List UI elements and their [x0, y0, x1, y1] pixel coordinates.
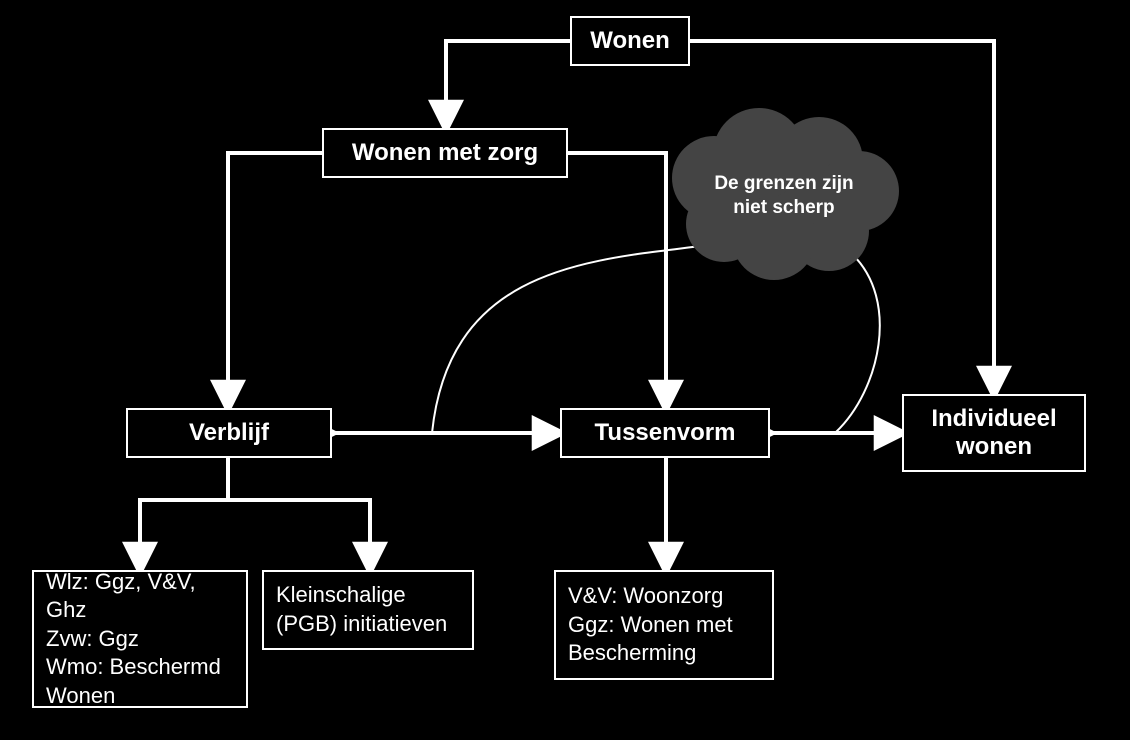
node-label: Wonen met zorg	[352, 139, 538, 167]
node-leaf-wlz-zvw-wmo: Wlz: Ggz, V&V, Ghz Zvw: Ggz Wmo: Bescher…	[32, 570, 248, 708]
node-label: Tussenvorm	[595, 419, 736, 447]
node-label: Kleinschalige (PGB) initiatieven	[276, 581, 447, 638]
node-leaf-woonzorg: V&V: Woonzorg Ggz: Wonen met Bescherming	[554, 570, 774, 680]
diagram-canvas: Wonen Wonen met zorg Verblijf Tussenvorm…	[0, 0, 1130, 740]
node-tussenvorm: Tussenvorm	[560, 408, 770, 458]
node-leaf-kleinschalige: Kleinschalige (PGB) initiatieven	[262, 570, 474, 650]
node-label: V&V: Woonzorg Ggz: Wonen met Bescherming	[568, 582, 733, 668]
node-individueel-wonen: Individueel wonen	[902, 394, 1086, 472]
cloud-note: De grenzen zijn niet scherp	[674, 131, 894, 261]
node-label: Individueel wonen	[931, 405, 1056, 461]
node-verblijf: Verblijf	[126, 408, 332, 458]
node-label: Verblijf	[189, 419, 269, 447]
cloud-label: De grenzen zijn niet scherp	[714, 172, 853, 220]
node-label: Wlz: Ggz, V&V, Ghz Zvw: Ggz Wmo: Bescher…	[46, 568, 234, 711]
node-wonen: Wonen	[570, 16, 690, 66]
node-wonen-met-zorg: Wonen met zorg	[322, 128, 568, 178]
node-label: Wonen	[590, 27, 670, 55]
